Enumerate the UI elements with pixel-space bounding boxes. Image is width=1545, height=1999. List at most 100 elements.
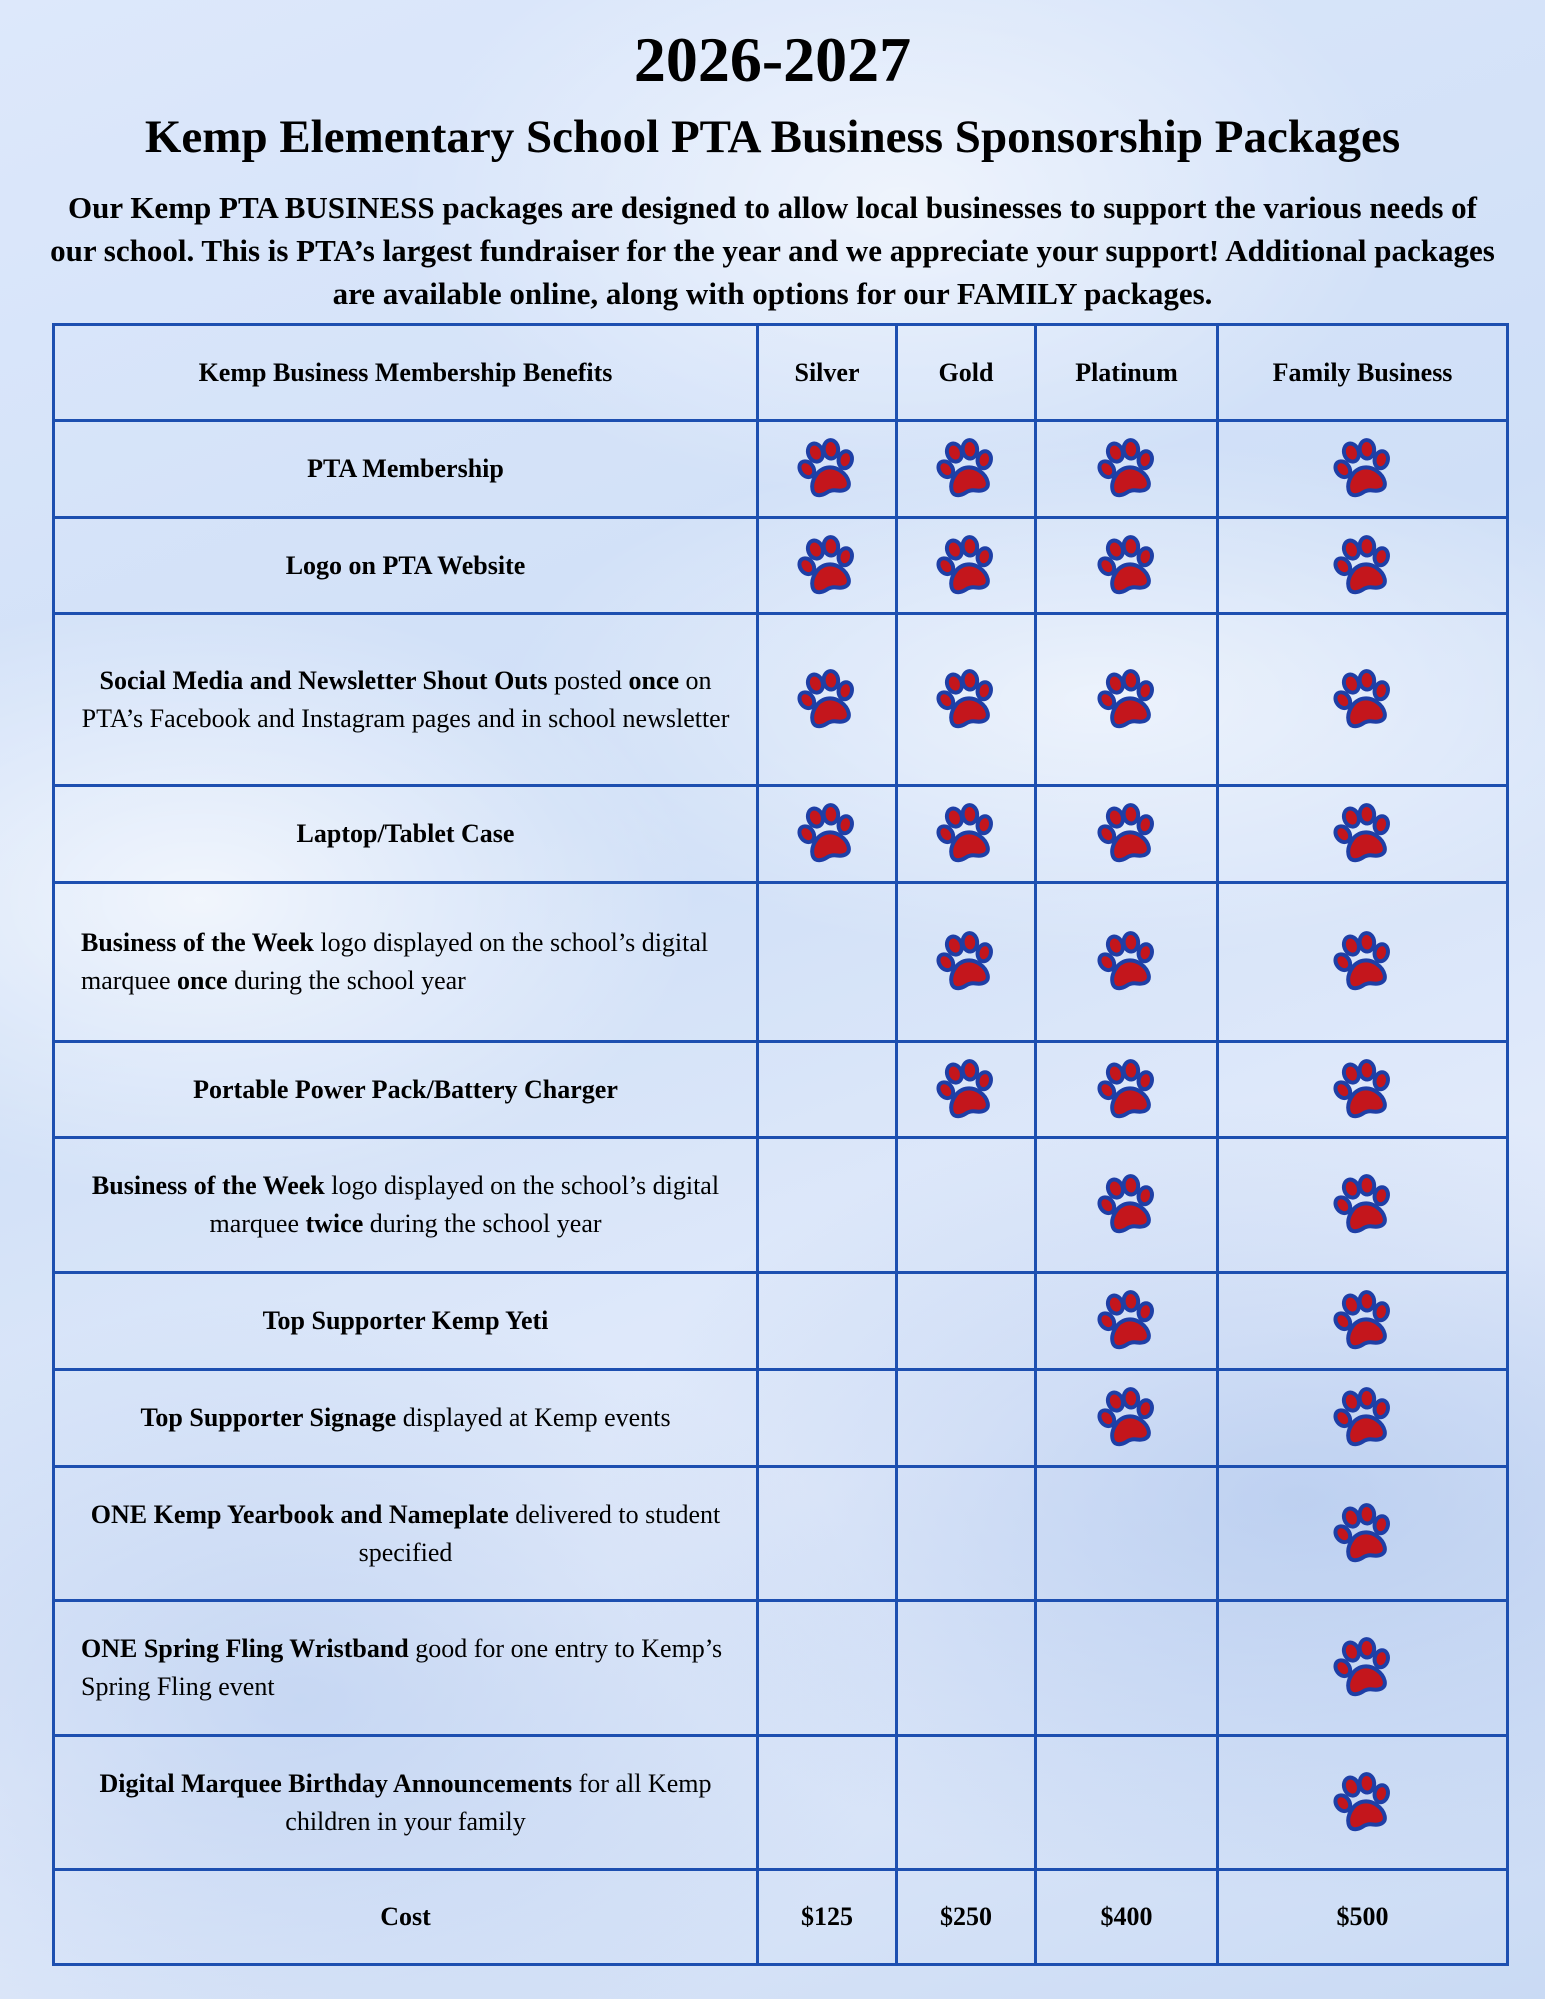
paw-toe — [960, 534, 980, 557]
paw-shape — [797, 668, 854, 728]
paw-pad — [1345, 830, 1387, 863]
package-cell — [756, 1465, 898, 1602]
package-cell — [895, 1599, 1037, 1737]
paw-toe — [936, 1079, 956, 1100]
paw-toe — [821, 534, 841, 557]
benefit-text: once — [628, 665, 679, 695]
paw-toe — [1332, 555, 1352, 576]
benefit-row: ONE Spring Fling Wristband good for one … — [52, 1599, 1509, 1737]
paw-pad — [1109, 1085, 1151, 1118]
paw-toe — [1121, 1290, 1140, 1313]
paw-toe — [1332, 952, 1352, 973]
paw-shape — [936, 803, 993, 863]
paw-toe — [975, 1069, 993, 1091]
paw-icon — [1332, 534, 1390, 594]
paw-icon — [1096, 931, 1154, 991]
package-cell — [1216, 784, 1509, 884]
paw-icon — [1332, 1771, 1390, 1831]
paw-toe — [1136, 1301, 1154, 1323]
paw-toe — [1096, 1079, 1116, 1100]
title: 2026-2027 — [633, 24, 912, 95]
paw-toe — [1332, 689, 1352, 710]
benefit-row: Top Supporter Kemp Yeti — [52, 1271, 1509, 1371]
header-row: Kemp Business Membership Benefits Silver G… — [52, 323, 1509, 422]
package-cell — [756, 1734, 898, 1871]
paw-toe — [1372, 1513, 1390, 1535]
package-cell — [756, 784, 898, 884]
package-cell — [1216, 1136, 1509, 1274]
paw-toe — [1372, 942, 1390, 964]
paw-icon — [936, 668, 993, 728]
paw-toe — [1096, 689, 1116, 710]
package-cell — [756, 419, 898, 519]
paw-pad — [1109, 561, 1151, 594]
paw-toe — [1357, 438, 1376, 461]
paw-toe — [1357, 803, 1376, 826]
benefit-row: Social Media and Newsletter Shout Outs p… — [52, 612, 1509, 787]
paw-icon — [1332, 438, 1390, 498]
benefit-text: posted — [547, 665, 629, 695]
paw-toe — [1136, 1185, 1154, 1207]
paw-toe — [936, 952, 956, 973]
package-cell — [1034, 1368, 1219, 1468]
paw-toe — [1096, 459, 1116, 480]
package-cell — [756, 516, 898, 615]
paw-pad — [1345, 1317, 1387, 1350]
paw-toe — [1372, 1185, 1390, 1207]
package-cell — [1034, 1040, 1219, 1139]
paw-shape — [1332, 1174, 1390, 1234]
package-cell — [1216, 1368, 1509, 1468]
paw-toe — [1096, 555, 1116, 576]
paw-toe — [1357, 1174, 1376, 1197]
paw-icon — [1096, 1174, 1154, 1234]
package-cell — [1216, 1271, 1509, 1371]
paw-pad — [1345, 1085, 1387, 1118]
paw-toe — [797, 689, 817, 710]
paw-toe — [1121, 668, 1140, 691]
paw-icon — [797, 534, 854, 594]
benefit-cell: Social Media and Newsletter Shout Outs p… — [52, 612, 759, 787]
paw-pad — [949, 465, 990, 498]
package-cell — [1216, 612, 1509, 787]
benefit-text: twice — [305, 1209, 364, 1238]
paw-toe — [821, 668, 841, 691]
paw-toe — [1096, 1311, 1116, 1332]
paw-icon — [936, 438, 993, 498]
paw-pad — [949, 695, 990, 728]
paw-icon — [1096, 534, 1154, 594]
paw-toe — [1096, 952, 1116, 973]
benefit-text: during the school year — [227, 966, 466, 995]
paw-toe — [1121, 1058, 1140, 1081]
package-cell — [1034, 516, 1219, 615]
paw-toe — [960, 803, 980, 826]
paw-shape — [1096, 1387, 1154, 1447]
paw-toe — [975, 942, 993, 964]
package-cell — [756, 1136, 898, 1274]
paw-toe — [1136, 1069, 1154, 1091]
paw-toe — [1121, 1387, 1140, 1410]
paw-toe — [1136, 942, 1154, 964]
package-cell — [756, 1599, 898, 1737]
paw-pad — [1109, 1317, 1151, 1350]
benefit-cell: Portable Power Pack/Battery Charger — [52, 1040, 759, 1139]
benefit-row: Digital Marquee Birthday Announcements f… — [52, 1734, 1509, 1871]
paw-icon — [797, 803, 854, 863]
benefit-text: good for one entry to Kemp’s Spring Flin… — [81, 1634, 729, 1701]
paw-toe — [1372, 449, 1390, 471]
paw-pad — [1345, 958, 1387, 991]
benefit-text: ONE Kemp Yearbook and Nameplate — [90, 1499, 509, 1529]
paw-icon — [1332, 668, 1390, 728]
package-cell — [895, 784, 1037, 884]
benefit-text: Business of the Week — [81, 928, 314, 957]
paw-shape — [936, 438, 993, 498]
paw-toe — [1332, 824, 1352, 845]
paw-toe — [1332, 1195, 1352, 1216]
paw-icon — [797, 438, 854, 498]
paw-shape — [1332, 1502, 1390, 1562]
package-cell — [895, 1465, 1037, 1602]
package-cell — [895, 1271, 1037, 1371]
paw-shape — [936, 931, 993, 991]
paw-icon — [1096, 438, 1154, 498]
package-cell — [1034, 1599, 1219, 1737]
